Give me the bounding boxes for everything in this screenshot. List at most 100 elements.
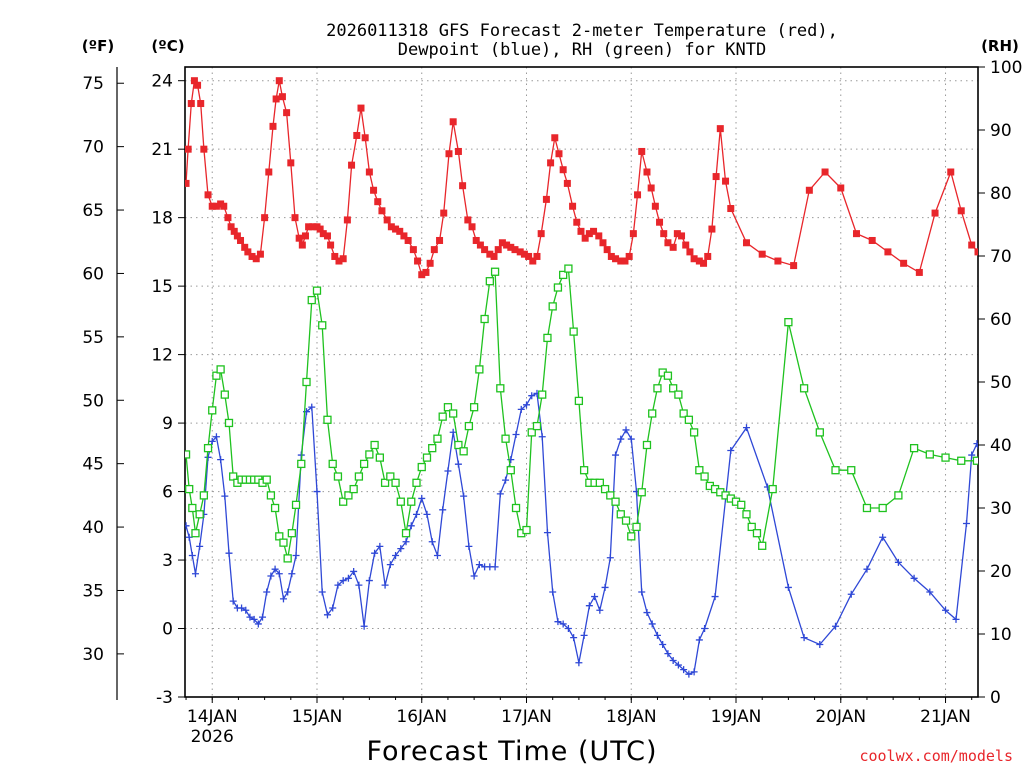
credit-text: coolwx.com/models bbox=[859, 747, 1013, 765]
temperature-point bbox=[617, 257, 625, 265]
temperature-point bbox=[339, 255, 347, 263]
rh-point bbox=[595, 478, 604, 487]
tick-label-celsius: 21 bbox=[151, 140, 173, 160]
rh-point bbox=[957, 456, 966, 465]
temperature-point bbox=[440, 209, 448, 217]
temperature-point bbox=[682, 241, 690, 249]
temperature-point bbox=[686, 248, 694, 256]
tick-label-fahrenheit: 40 bbox=[82, 518, 104, 538]
temperature-point bbox=[569, 202, 577, 210]
rh-point bbox=[391, 478, 400, 487]
temperature-point bbox=[603, 246, 611, 254]
dewpoint-point bbox=[208, 437, 216, 445]
rh-point bbox=[611, 497, 620, 506]
temperature-point bbox=[291, 214, 299, 222]
temperature-point bbox=[573, 218, 581, 226]
temperature-point bbox=[426, 259, 434, 267]
dewpoint-point bbox=[968, 451, 976, 459]
rh-point bbox=[894, 491, 903, 500]
rh-point bbox=[747, 522, 756, 532]
temperature-point bbox=[625, 252, 633, 260]
rh-point bbox=[199, 491, 209, 500]
temperature-point bbox=[220, 202, 228, 210]
temperature-point bbox=[638, 147, 646, 155]
dewpoint-point bbox=[449, 428, 457, 436]
rh-point bbox=[464, 421, 474, 431]
rh-point bbox=[270, 503, 280, 513]
temperature-point bbox=[612, 255, 620, 263]
temperature-point bbox=[409, 246, 417, 254]
series-line bbox=[185, 266, 978, 559]
dewpoint-point bbox=[638, 588, 646, 596]
rh-point bbox=[909, 443, 919, 453]
temperature-point bbox=[335, 257, 343, 265]
dewpoint-point bbox=[580, 631, 588, 639]
dewpoint-point bbox=[196, 542, 204, 550]
temperature-point bbox=[968, 241, 976, 249]
temperature-point bbox=[708, 225, 716, 233]
rh-point bbox=[559, 270, 568, 280]
rh-point bbox=[862, 503, 872, 513]
rh-point bbox=[669, 384, 678, 393]
dewpoint-point bbox=[727, 446, 735, 454]
dewpoint-point bbox=[376, 542, 384, 550]
chart-title-line1: 2026011318 GFS Forecast 2-meter Temperat… bbox=[326, 21, 838, 41]
dewpoint-point bbox=[225, 549, 233, 557]
temperature-point bbox=[187, 100, 195, 108]
temperature-point bbox=[283, 109, 291, 117]
temperature-point bbox=[309, 223, 317, 231]
dewpoint-point bbox=[711, 593, 719, 601]
temperature-point bbox=[357, 104, 365, 112]
dewpoint-point bbox=[596, 606, 604, 614]
dewpoint-point bbox=[339, 577, 347, 585]
tick-label-rh: 10 bbox=[990, 625, 1012, 645]
rh-point bbox=[506, 466, 515, 475]
temperature-point bbox=[790, 262, 798, 270]
temperature-point bbox=[547, 159, 555, 167]
dewpoint-point bbox=[444, 467, 452, 475]
dewpoint-point bbox=[554, 618, 562, 626]
rh-point bbox=[203, 443, 213, 453]
dewpoint-point bbox=[653, 631, 661, 639]
tick-label-x: 21JAN bbox=[920, 707, 971, 727]
rh-point bbox=[354, 472, 364, 481]
rh-point bbox=[496, 384, 505, 393]
temperature-point bbox=[634, 191, 642, 199]
temperature-point bbox=[261, 214, 269, 222]
rh-point bbox=[212, 371, 221, 380]
dewpoint-point bbox=[942, 606, 950, 614]
dewpoint-point bbox=[242, 606, 250, 614]
dewpoint-point bbox=[308, 403, 316, 411]
temperature-point bbox=[414, 257, 422, 265]
temperature-point bbox=[241, 243, 249, 251]
chart-title-line2: Dewpoint (blue), RH (green) for KNTD bbox=[398, 40, 766, 60]
temperature-point bbox=[298, 241, 306, 249]
temperature-point bbox=[370, 186, 378, 194]
dewpoint-point bbox=[397, 545, 405, 553]
rh-point bbox=[972, 456, 978, 465]
dewpoint-point bbox=[523, 401, 531, 409]
dewpoint-point bbox=[454, 460, 462, 468]
tick-label-rh: 40 bbox=[990, 436, 1012, 456]
temperature-point bbox=[295, 234, 303, 242]
dewpoint-point bbox=[275, 570, 283, 578]
dewpoint-point bbox=[612, 451, 620, 459]
temperature-point bbox=[900, 259, 908, 267]
dewpoint-point bbox=[407, 522, 415, 530]
rh-point bbox=[417, 462, 426, 472]
dewpoint-point bbox=[528, 392, 536, 400]
temperature-point bbox=[481, 246, 489, 254]
temperature-point bbox=[511, 246, 519, 254]
tick-label-celsius: 9 bbox=[162, 414, 173, 434]
temperature-point bbox=[208, 202, 216, 210]
left-axis-unit-celsius: (ºC) bbox=[151, 37, 184, 55]
tick-label-fahrenheit: 50 bbox=[82, 391, 104, 411]
dewpoint-point bbox=[832, 622, 840, 630]
rh-point bbox=[847, 466, 856, 475]
dewpoint-point bbox=[402, 538, 410, 546]
dewpoint-point bbox=[191, 570, 199, 578]
dewpoint-point bbox=[564, 625, 572, 633]
temperature-point bbox=[331, 252, 339, 260]
rh-point bbox=[401, 529, 411, 538]
